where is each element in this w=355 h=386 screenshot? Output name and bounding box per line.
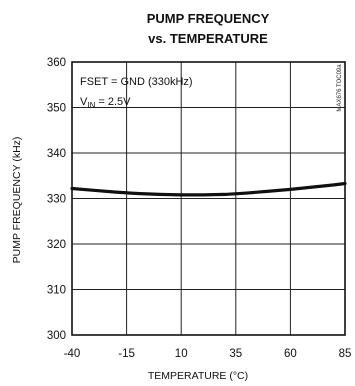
x-axis-label: TEMPERATURE (°C)	[148, 370, 248, 382]
x-tick-label: -15	[118, 348, 135, 360]
annotation-fset: FSET = GND (330kHz)	[80, 76, 193, 88]
x-tick-label: -40	[64, 348, 81, 360]
x-tick-label: 10	[175, 348, 188, 360]
annotation-vin-sub: IN	[87, 101, 95, 110]
y-tick-label: 350	[47, 103, 66, 115]
annotation-vin-suffix: = 2.5V	[95, 96, 131, 108]
tick-labels: 300 310 320 330 340 350 360 -40 -15 10 35 60 85	[47, 57, 352, 360]
chart-title-line1: PUMP FREQUENCY	[147, 11, 270, 26]
y-tick-label: 360	[47, 57, 66, 69]
plot-frame	[71, 61, 346, 336]
x-tick-label: 85	[339, 348, 352, 360]
y-tick-label: 300	[47, 330, 66, 342]
y-axis-label: PUMP FREQUENCY (kHz)	[11, 137, 23, 264]
series	[70, 181, 347, 197]
series-line	[70, 181, 347, 197]
chart-title-line2: vs. TEMPERATURE	[148, 31, 268, 46]
y-tick-label: 330	[47, 194, 66, 206]
x-tick-label: 60	[284, 348, 297, 360]
y-tick-label: 340	[47, 148, 66, 160]
x-tick-label: 35	[229, 348, 242, 360]
annotation-vin: VIN = 2.5V	[80, 96, 131, 110]
annotation-vin-prefix: V	[80, 96, 88, 108]
figure-code: MAX676 TOC09a	[337, 64, 343, 112]
grid	[71, 61, 346, 336]
y-tick-label: 310	[47, 285, 66, 297]
y-tick-label: 320	[47, 239, 66, 251]
